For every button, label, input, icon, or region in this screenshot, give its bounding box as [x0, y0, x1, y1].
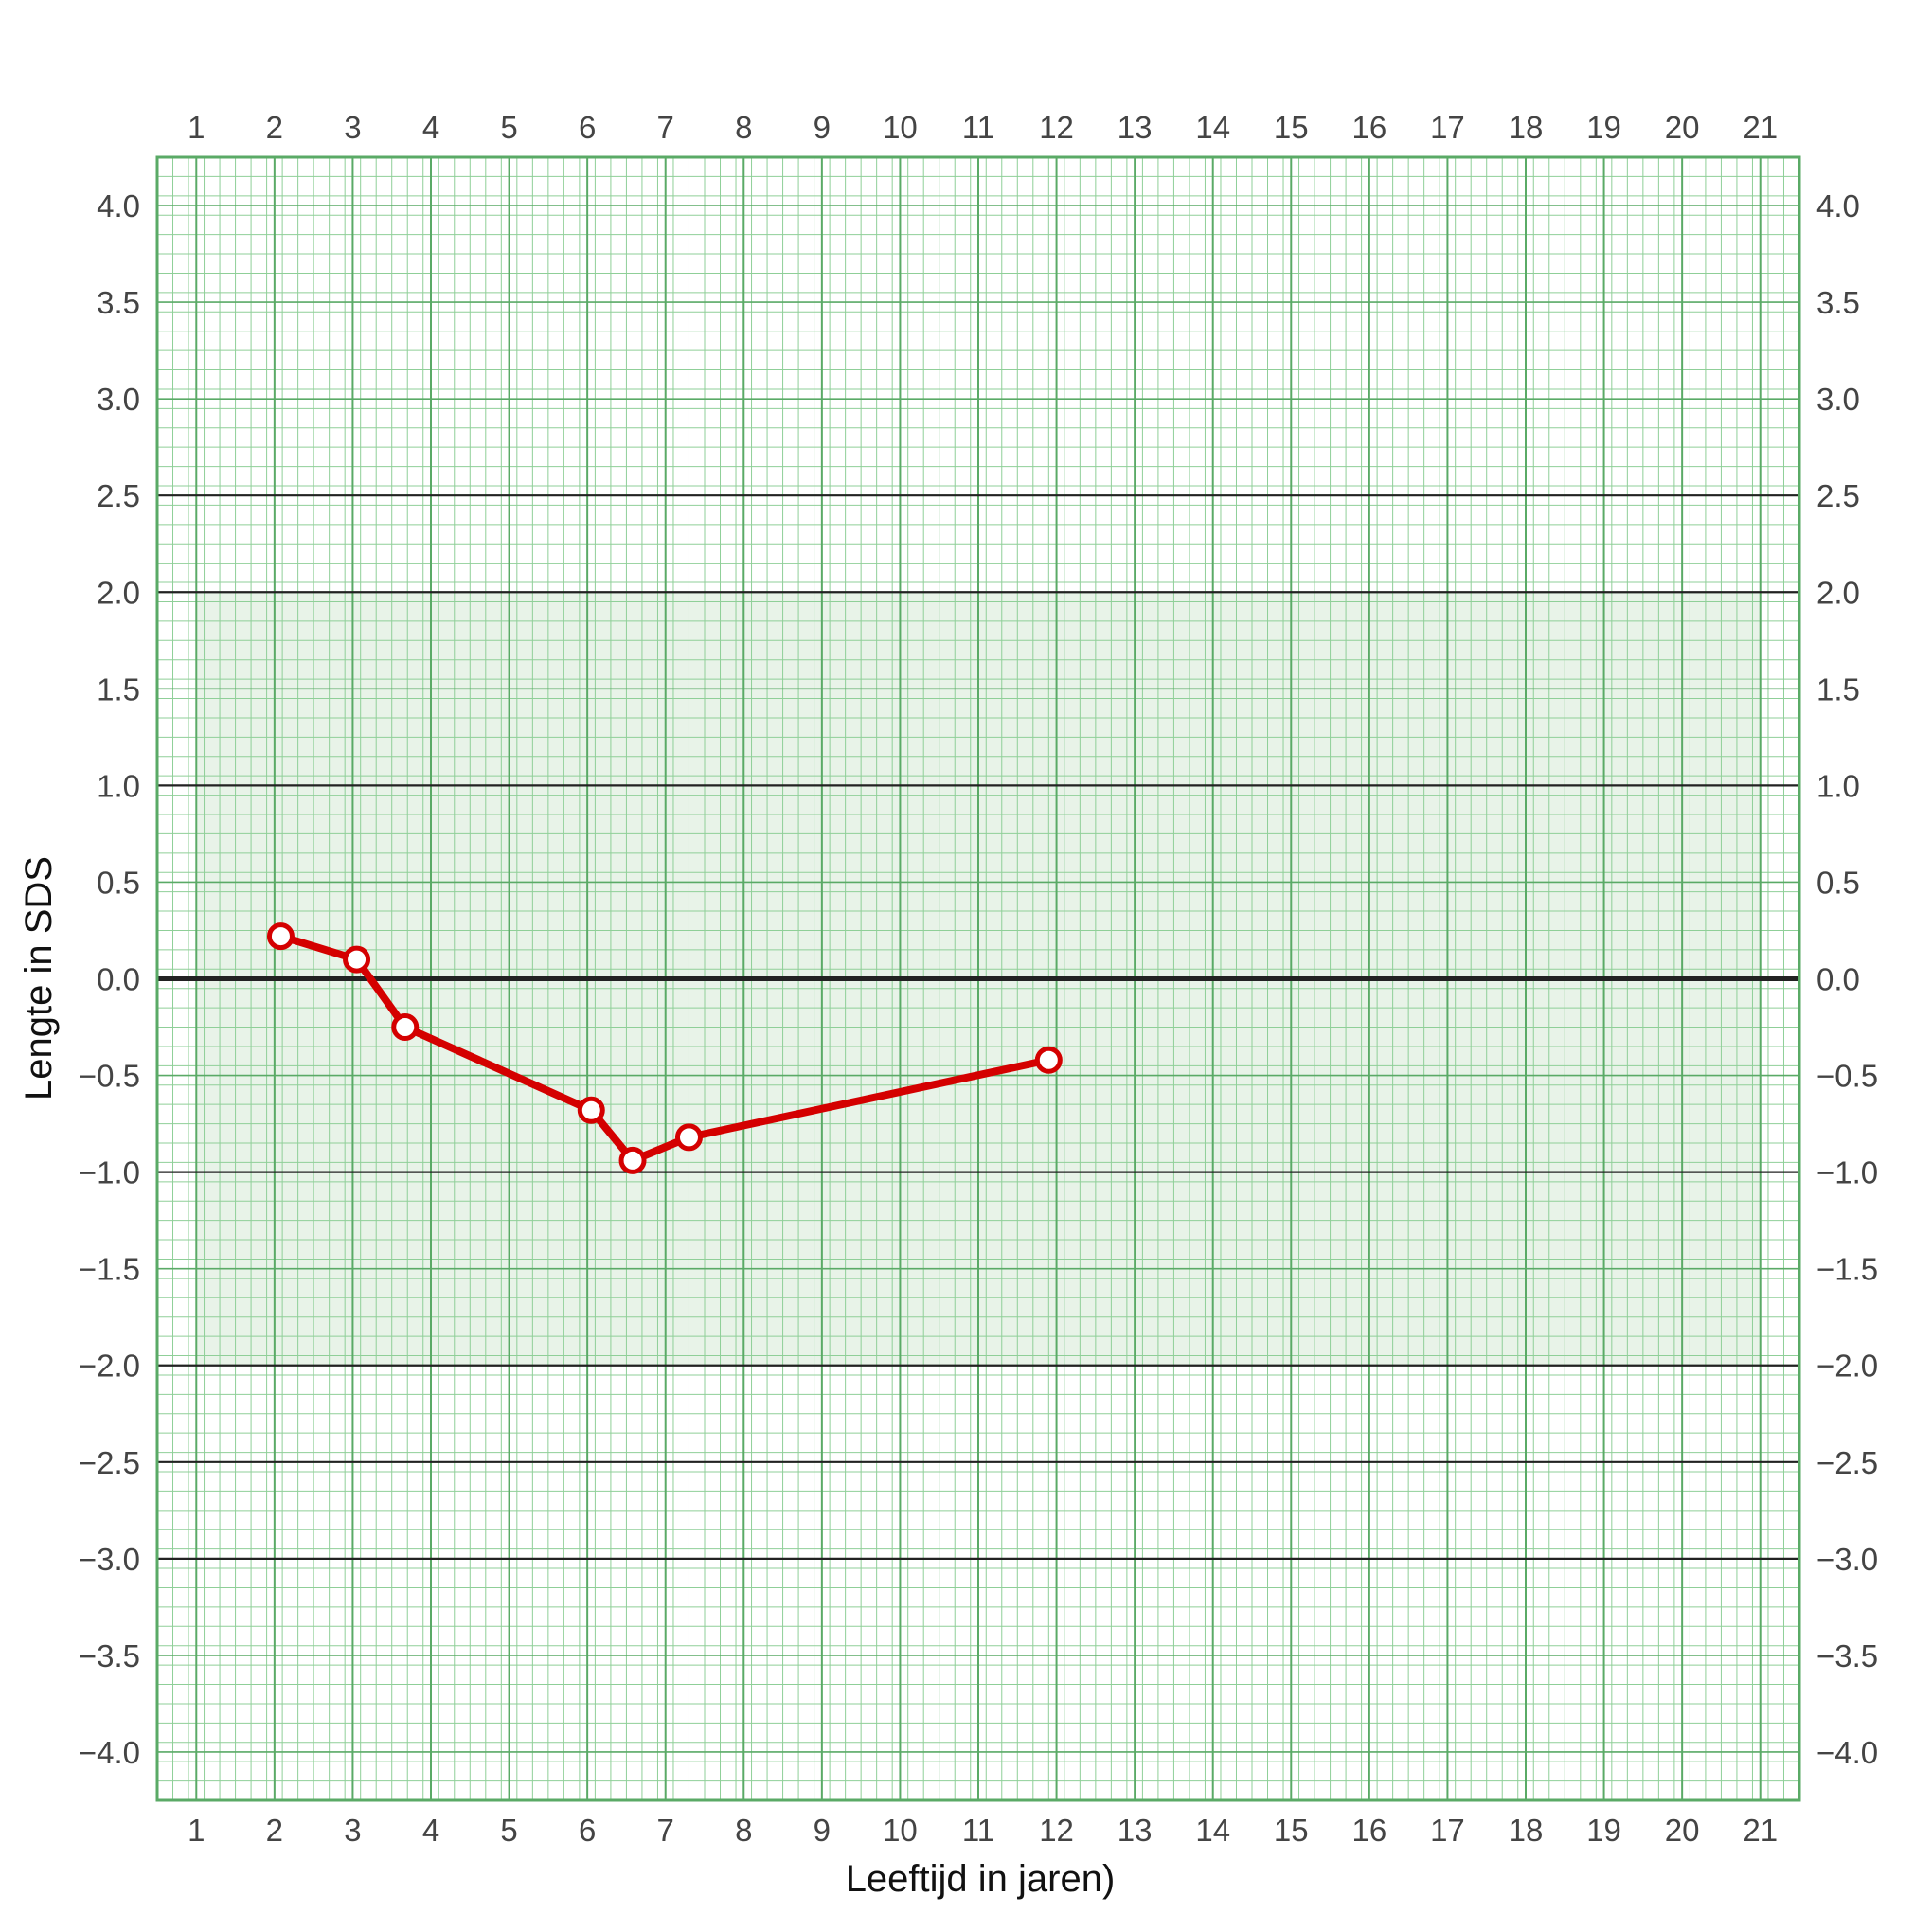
y-tick-label: −2.0	[1816, 1349, 1878, 1384]
x-tick-label: 10	[883, 1813, 918, 1848]
x-tick-label: 11	[962, 110, 994, 145]
x-tick-label: 21	[1743, 110, 1778, 145]
x-tick-label: 2	[266, 1813, 283, 1848]
x-tick-label: 8	[735, 1813, 752, 1848]
y-tick-label: −2.5	[79, 1445, 140, 1480]
y-tick-label: 3.0	[1816, 382, 1860, 417]
y-tick-label: 4.0	[97, 188, 140, 224]
data-point	[618, 1146, 647, 1174]
x-tick-label: 7	[657, 1813, 674, 1848]
y-tick-label: 3.0	[97, 382, 140, 417]
x-tick-label: 9	[814, 1813, 831, 1848]
y-tick-label: 2.0	[97, 575, 140, 610]
y-tick-label: −1.5	[1816, 1252, 1878, 1287]
y-tick-label: 1.0	[1816, 768, 1860, 803]
y-tick-label: 0.5	[97, 865, 140, 900]
x-tick-label: 2	[266, 110, 283, 145]
y-axis-title: Lengte in SDS	[18, 856, 60, 1100]
x-tick-label: 1	[188, 1813, 205, 1848]
x-tick-label: 3	[344, 1813, 361, 1848]
y-tick-label: −3.0	[1816, 1542, 1878, 1577]
y-tick-label: −3.0	[79, 1542, 140, 1577]
y-tick-label: 3.5	[1816, 285, 1860, 320]
y-tick-label: 0.0	[1816, 962, 1860, 997]
x-tick-label: 13	[1118, 110, 1153, 145]
y-tick-label: 3.5	[97, 285, 140, 320]
x-tick-label: 20	[1665, 110, 1700, 145]
x-tick-label: 6	[579, 1813, 596, 1848]
x-tick-label: 10	[883, 110, 918, 145]
x-tick-label: 11	[962, 1813, 994, 1848]
y-tick-label: 0.5	[1816, 865, 1860, 900]
data-point	[266, 922, 295, 951]
data-point	[391, 1013, 420, 1042]
x-tick-labels-bottom: 1 2 3 4 5 6 7 8 9 10 11 12 13 14 15 16 17 18 19 20 21	[188, 1813, 1778, 1848]
y-tick-label: 1.0	[97, 768, 140, 803]
y-tick-label: −2.0	[79, 1349, 140, 1384]
y-tick-label: −3.5	[1816, 1638, 1878, 1673]
x-tick-label: 7	[657, 110, 674, 145]
x-tick-label: 19	[1586, 110, 1621, 145]
y-tick-label: −4.0	[1816, 1735, 1878, 1770]
x-tick-label: 18	[1509, 110, 1544, 145]
data-point	[343, 945, 371, 974]
x-tick-label: 21	[1743, 1813, 1778, 1848]
y-tick-label: 0.0	[97, 962, 140, 997]
x-tick-label: 4	[422, 1813, 439, 1848]
x-tick-label: 14	[1195, 1813, 1230, 1848]
y-tick-label: 2.5	[97, 478, 140, 513]
data-point	[674, 1123, 703, 1152]
x-tick-label: 14	[1195, 110, 1230, 145]
y-tick-labels-left: 4.0 3.5 3.0 2.5 2.0 1.5 1.0 0.5 0.0 −0.5 −1.0 −1.5 −…	[79, 188, 140, 1770]
data-point	[577, 1096, 605, 1124]
x-tick-label: 16	[1351, 110, 1386, 145]
x-tick-label: 12	[1039, 110, 1074, 145]
y-tick-label: −3.5	[79, 1638, 140, 1673]
y-tick-label: −4.0	[79, 1735, 140, 1770]
x-tick-label: 8	[735, 110, 752, 145]
x-tick-labels-top: 1 2 3 4 5 6 7 8 9 10 11 12 13 14 15 16 17 18 19 20 21	[188, 110, 1778, 145]
x-tick-label: 5	[500, 1813, 517, 1848]
x-tick-label: 19	[1586, 1813, 1621, 1848]
x-tick-label: 15	[1274, 110, 1309, 145]
x-tick-label: 16	[1351, 1813, 1386, 1848]
y-tick-label: 2.5	[1816, 478, 1860, 513]
y-tick-labels-right: 4.0 3.5 3.0 2.5 2.0 1.5 1.0 0.5 0.0 −0.5 −1.0 −1.5 −…	[1816, 188, 1878, 1770]
x-tick-label: 18	[1509, 1813, 1544, 1848]
x-tick-label: 6	[579, 110, 596, 145]
plot-frame	[155, 155, 1801, 1802]
x-axis-title: Leeftijd in jaren)	[846, 1858, 1116, 1900]
y-tick-label: −0.5	[79, 1059, 140, 1094]
x-tick-label: 9	[814, 110, 831, 145]
y-tick-label: 2.0	[1816, 575, 1860, 610]
x-tick-label: 5	[500, 110, 517, 145]
x-tick-label: 12	[1039, 1813, 1074, 1848]
y-tick-label: −2.5	[1816, 1445, 1878, 1480]
y-tick-label: −1.5	[79, 1252, 140, 1287]
x-tick-label: 4	[422, 110, 439, 145]
x-tick-label: 15	[1274, 1813, 1309, 1848]
x-tick-label: 20	[1665, 1813, 1700, 1848]
x-tick-label: 3	[344, 110, 361, 145]
y-tick-label: −1.0	[79, 1155, 140, 1190]
x-tick-label: 17	[1430, 110, 1465, 145]
reference-lines	[157, 494, 1799, 1560]
y-tick-label: 1.5	[1816, 671, 1860, 707]
y-tick-label: 1.5	[97, 671, 140, 707]
y-tick-label: 4.0	[1816, 188, 1860, 224]
y-tick-label: −1.0	[1816, 1155, 1878, 1190]
series-layer	[266, 922, 1063, 1174]
x-tick-label: 17	[1430, 1813, 1465, 1848]
data-point	[1034, 1046, 1063, 1074]
x-tick-label: 1	[188, 110, 205, 145]
x-tick-label: 13	[1118, 1813, 1153, 1848]
y-tick-label: −0.5	[1816, 1059, 1878, 1094]
